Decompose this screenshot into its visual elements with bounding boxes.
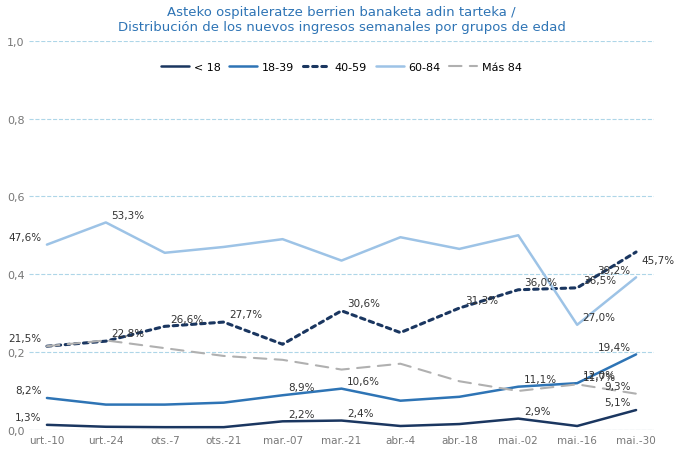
Text: 36,0%: 36,0% [524,277,557,287]
60-84 [573,322,581,328]
Text: 36,5%: 36,5% [583,276,616,285]
40-59 [161,324,169,329]
Text: 19,4%: 19,4% [598,342,630,352]
Text: 26,6%: 26,6% [170,314,204,324]
Legend: < 18, 18-39, 40-59, 60-84, Más 84: < 18, 18-39, 40-59, 60-84, Más 84 [161,63,522,73]
Text: 8,9%: 8,9% [288,382,315,393]
Text: 2,9%: 2,9% [524,406,550,416]
60-84 [102,220,110,226]
Text: 11,1%: 11,1% [524,374,557,384]
Line: 40-59: 40-59 [47,253,636,346]
Más 84 [279,357,287,363]
< 18 [396,423,404,429]
Más 84 [632,391,640,396]
< 18 [514,416,522,421]
< 18 [573,423,581,429]
60-84 [396,235,404,240]
< 18 [279,419,287,424]
Text: 53,3%: 53,3% [111,210,145,220]
60-84 [456,247,464,252]
Text: 2,2%: 2,2% [288,409,315,419]
40-59 [632,250,640,255]
18-39 [279,393,287,398]
Text: 1,3%: 1,3% [15,412,42,422]
Text: 22,8%: 22,8% [111,329,145,339]
40-59 [43,344,51,349]
< 18 [43,422,51,428]
Más 84 [456,379,464,384]
Text: 10,6%: 10,6% [347,376,380,386]
40-59 [396,330,404,336]
Title: Asteko ospitaleratze berrien banaketa adin tarteka /
Distribución de los nuevos : Asteko ospitaleratze berrien banaketa ad… [117,5,566,33]
Más 84 [102,338,110,343]
Text: 39,2%: 39,2% [598,265,630,275]
60-84 [43,242,51,248]
18-39 [514,384,522,390]
18-39 [161,402,169,407]
Más 84 [337,367,346,373]
18-39 [219,400,227,405]
Text: 30,6%: 30,6% [347,299,380,308]
Text: 5,1%: 5,1% [604,397,630,407]
18-39 [632,352,640,357]
18-39 [573,381,581,386]
Text: 47,6%: 47,6% [8,232,42,242]
40-59 [219,320,227,325]
Text: 2,4%: 2,4% [347,408,374,418]
Más 84 [514,388,522,394]
18-39 [43,396,51,401]
Line: Más 84: Más 84 [47,341,636,394]
Más 84 [396,361,404,367]
Más 84 [219,354,227,359]
Text: 21,5%: 21,5% [8,334,42,344]
60-84 [632,275,640,281]
18-39 [337,386,346,391]
Text: 45,7%: 45,7% [641,255,675,265]
< 18 [456,421,464,427]
40-59 [279,342,287,347]
Más 84 [43,344,51,349]
Line: 18-39: 18-39 [47,354,636,405]
40-59 [573,285,581,291]
40-59 [102,339,110,344]
Text: 9,3%: 9,3% [604,381,630,391]
40-59 [337,308,346,314]
Text: 31,3%: 31,3% [465,295,498,306]
Más 84 [161,345,169,351]
< 18 [219,424,227,430]
Line: < 18: < 18 [47,410,636,427]
40-59 [456,306,464,311]
18-39 [102,402,110,407]
Más 84 [573,382,581,387]
Text: 8,2%: 8,2% [15,385,42,396]
Text: 27,0%: 27,0% [583,313,615,322]
18-39 [396,398,404,404]
60-84 [279,237,287,242]
Text: 12,0%: 12,0% [583,371,615,381]
< 18 [632,407,640,413]
< 18 [102,424,110,429]
60-84 [337,258,346,264]
60-84 [514,233,522,239]
Line: 60-84: 60-84 [47,223,636,325]
Text: 11,7%: 11,7% [583,372,616,382]
< 18 [161,424,169,430]
Text: 27,7%: 27,7% [229,309,262,320]
60-84 [219,245,227,250]
40-59 [514,287,522,293]
18-39 [456,394,464,400]
60-84 [161,250,169,256]
< 18 [337,418,346,423]
